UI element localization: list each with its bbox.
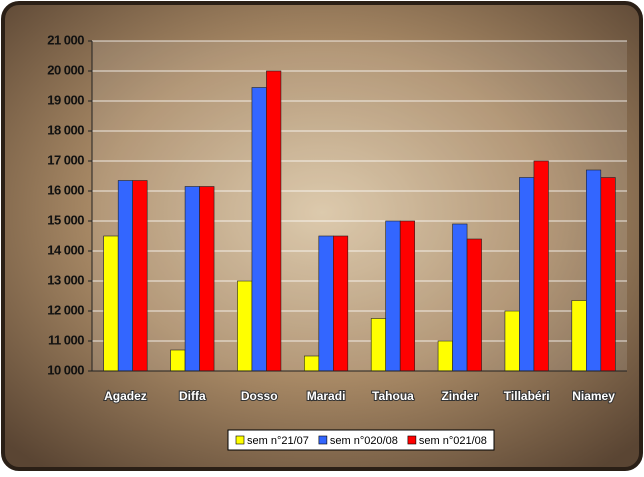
bar bbox=[386, 221, 401, 371]
bar bbox=[438, 341, 453, 371]
bar bbox=[371, 319, 386, 372]
bar bbox=[237, 281, 252, 371]
x-tick-label: Tillabéri bbox=[504, 389, 550, 403]
legend-swatch bbox=[408, 436, 416, 444]
bar bbox=[453, 224, 468, 371]
bar bbox=[519, 178, 534, 372]
bar bbox=[118, 181, 133, 372]
y-tick-label: 16 000 bbox=[47, 182, 84, 197]
y-tick-label: 13 000 bbox=[47, 272, 84, 287]
bar bbox=[133, 181, 148, 372]
bar bbox=[266, 71, 281, 371]
y-tick-label: 18 000 bbox=[47, 122, 84, 137]
bar bbox=[400, 221, 415, 371]
bar bbox=[467, 239, 482, 371]
bar bbox=[505, 311, 520, 371]
bar bbox=[171, 350, 186, 371]
x-tick-label: Maradi bbox=[307, 389, 346, 403]
legend-swatch bbox=[236, 436, 244, 444]
x-tick-label: Agadez bbox=[104, 389, 147, 403]
bar bbox=[586, 170, 601, 371]
bar bbox=[304, 356, 319, 371]
y-tick-label: 10 000 bbox=[47, 362, 84, 377]
x-tick-label: Zinder bbox=[441, 389, 478, 403]
bar bbox=[200, 187, 215, 372]
legend-label: sem n°020/08 bbox=[330, 435, 398, 447]
y-tick-label: 12 000 bbox=[47, 302, 84, 317]
chart: 10 000 11 000 12 000 13 000 14 000 15 000 16 0… bbox=[0, 0, 644, 472]
legend-swatch bbox=[319, 436, 327, 444]
x-tick-label: Diffa bbox=[179, 389, 206, 403]
bar bbox=[252, 88, 267, 372]
legend-label: sem n°21/07 bbox=[247, 435, 309, 447]
y-tick-label: 14 000 bbox=[47, 242, 84, 257]
x-tick-label: Niamey bbox=[572, 389, 615, 403]
y-tick-label: 11 000 bbox=[48, 332, 84, 347]
bar bbox=[104, 236, 119, 371]
bar bbox=[319, 236, 334, 371]
bar bbox=[534, 161, 549, 371]
x-tick-label: Dosso bbox=[241, 389, 278, 403]
bar bbox=[572, 301, 587, 372]
y-tick-label: 21 000 bbox=[47, 32, 84, 47]
y-tick-label: 19 000 bbox=[47, 92, 84, 107]
y-tick-label: 15 000 bbox=[47, 212, 84, 227]
y-tick-label: 17 000 bbox=[47, 152, 84, 167]
legend-label: sem n°021/08 bbox=[419, 435, 487, 447]
bar bbox=[333, 236, 348, 371]
bar bbox=[601, 178, 616, 372]
bar bbox=[185, 187, 200, 372]
x-tick-label: Tahoua bbox=[372, 389, 414, 403]
y-tick-label: 20 000 bbox=[47, 62, 84, 77]
